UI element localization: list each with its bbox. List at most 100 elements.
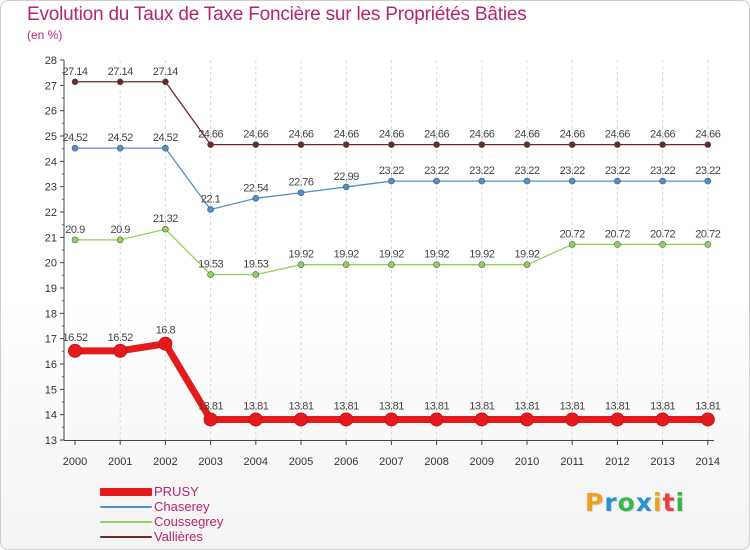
x-tick-label: 2000 [63, 456, 87, 468]
data-point-vallières [704, 141, 712, 148]
legend-swatch [100, 536, 152, 538]
y-tick-label: 20 [45, 258, 57, 270]
y-tick-label: 19 [45, 283, 57, 295]
logo-letter: i [675, 488, 686, 517]
proxiti-logo: Proxiti [585, 488, 685, 517]
logo-letter: t [662, 488, 676, 517]
data-label-vallières: 24.66 [605, 129, 630, 141]
data-label-prusy: 13.81 [243, 400, 268, 412]
legend-item-chaserey: Chaserey [100, 499, 210, 515]
data-point-prusy [203, 412, 218, 427]
data-point-vallières [478, 141, 486, 148]
data-point-vallières [252, 141, 260, 148]
data-label-coussegrey: 21.32 [153, 213, 178, 225]
data-point-prusy [339, 412, 354, 427]
data-label-prusy: 16.52 [108, 332, 133, 344]
x-tick-label: 2009 [470, 456, 494, 468]
data-point-coussegrey [342, 261, 350, 268]
data-point-coussegrey [704, 241, 712, 248]
data-point-coussegrey [162, 225, 169, 233]
data-label-coussegrey: 19.92 [288, 249, 313, 261]
legend-item-prusy: PRUSY [100, 484, 199, 500]
legend-swatch [100, 488, 152, 496]
data-point-chaserey [252, 195, 260, 202]
data-label-vallières: 24.66 [650, 129, 675, 141]
data-point-coussegrey [252, 271, 260, 278]
y-tick-label: 13 [45, 435, 57, 447]
data-label-coussegrey: 19.92 [424, 249, 449, 261]
data-label-chaserey: 23.22 [424, 165, 449, 177]
data-label-prusy: 16.52 [62, 332, 87, 344]
data-point-chaserey [659, 177, 666, 185]
data-point-prusy [248, 412, 263, 427]
data-label-chaserey: 23.22 [695, 165, 720, 177]
y-tick-label: 25 [45, 131, 57, 143]
logo-letter: r [604, 488, 618, 517]
data-point-vallières [614, 141, 621, 148]
data-label-coussegrey: 20.72 [695, 228, 720, 240]
data-label-chaserey: 23.22 [514, 165, 539, 177]
data-point-vallières [523, 141, 531, 148]
data-label-coussegrey: 20.72 [650, 228, 675, 240]
legend-item-vallières: Vallières [100, 529, 203, 545]
data-point-prusy [294, 412, 308, 427]
data-label-prusy: 13.81 [424, 400, 449, 412]
data-label-chaserey: 23.22 [560, 165, 585, 177]
data-label-chaserey: 23.22 [605, 165, 630, 177]
data-point-chaserey [388, 177, 395, 185]
data-label-chaserey: 24.52 [62, 132, 87, 144]
data-point-chaserey [297, 189, 305, 197]
data-label-vallières: 24.66 [198, 129, 223, 141]
data-point-vallières [297, 141, 305, 148]
data-point-coussegrey [433, 261, 440, 268]
x-tick-label: 2008 [424, 456, 448, 468]
y-tick-label: 24 [45, 156, 57, 168]
data-label-vallières: 24.66 [334, 129, 359, 141]
data-point-prusy [68, 343, 82, 358]
data-label-prusy: 13.81 [605, 400, 630, 412]
data-label-vallières: 24.66 [560, 129, 585, 141]
y-axis-unit-label: (en %) [27, 28, 63, 42]
y-tick-label: 16 [45, 359, 57, 371]
data-label-chaserey: 22.1 [201, 193, 221, 205]
x-tick-label: 2002 [153, 456, 177, 468]
data-point-coussegrey [116, 236, 124, 244]
data-label-chaserey: 23.22 [379, 165, 404, 177]
data-point-prusy [655, 412, 670, 427]
data-label-vallières: 24.66 [243, 129, 268, 141]
data-point-coussegrey [614, 241, 621, 248]
data-point-chaserey [433, 177, 440, 185]
legend-label: PRUSY [154, 484, 199, 499]
data-point-chaserey [478, 177, 486, 185]
data-point-chaserey [207, 206, 214, 213]
x-tick-label: 2014 [696, 456, 720, 468]
data-label-chaserey: 24.52 [153, 132, 178, 144]
data-point-vallières [342, 141, 350, 148]
data-point-chaserey [704, 177, 712, 185]
legend-item-coussegrey: Coussegrey [100, 514, 223, 530]
x-tick-label: 2006 [334, 456, 358, 468]
x-tick-label: 2004 [244, 456, 268, 468]
y-tick-label: 28 [45, 55, 57, 67]
data-label-coussegrey: 20.72 [605, 228, 630, 240]
data-point-vallières [162, 78, 169, 86]
data-point-chaserey [71, 144, 79, 152]
x-tick-label: 2011 [560, 456, 584, 468]
data-label-chaserey: 23.22 [469, 165, 494, 177]
data-label-chaserey: 24.52 [108, 132, 133, 144]
legend-swatch [100, 521, 152, 523]
data-point-coussegrey [71, 236, 79, 244]
data-label-coussegrey: 19.92 [469, 249, 494, 261]
data-label-prusy: 13.81 [514, 400, 539, 412]
data-label-chaserey: 22.76 [288, 177, 313, 189]
data-label-vallières: 24.66 [288, 129, 313, 141]
logo-letter: x [635, 488, 653, 517]
x-tick-label: 2003 [198, 456, 222, 468]
data-label-prusy: 13.81 [650, 400, 675, 412]
data-point-prusy [610, 412, 625, 427]
data-label-vallières: 27.14 [62, 66, 87, 78]
logo-letter: o [617, 488, 636, 517]
series-layer [68, 78, 715, 427]
x-tick-label: 2012 [605, 456, 629, 468]
